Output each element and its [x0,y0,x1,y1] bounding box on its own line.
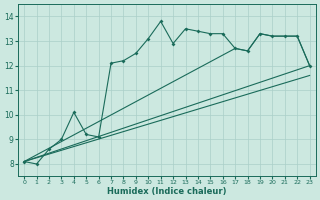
X-axis label: Humidex (Indice chaleur): Humidex (Indice chaleur) [107,187,227,196]
